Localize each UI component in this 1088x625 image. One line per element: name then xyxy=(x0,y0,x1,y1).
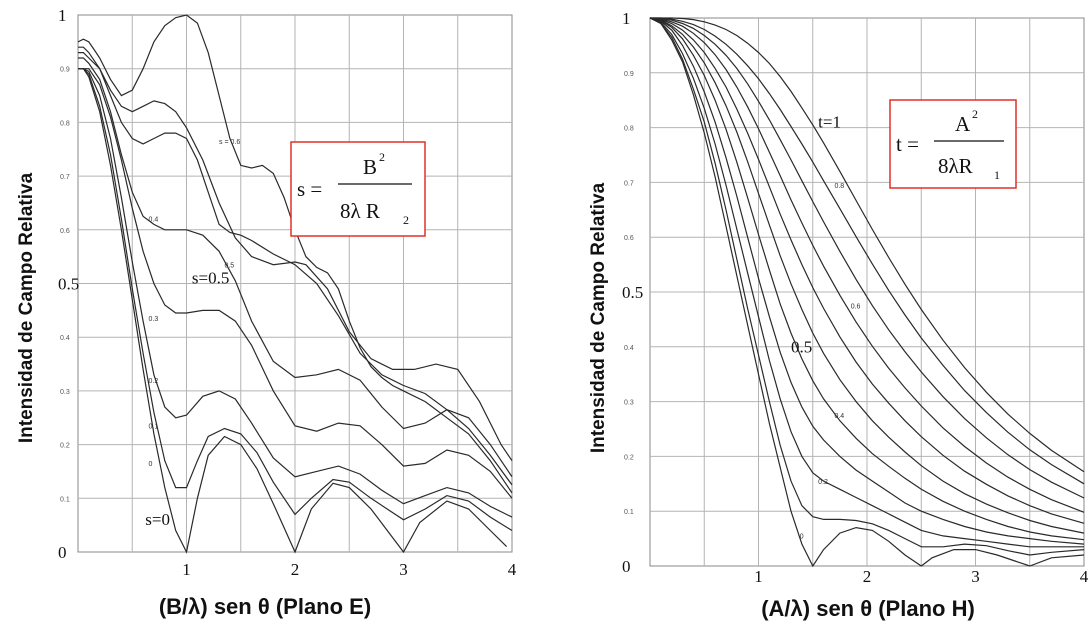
y-tick-label: 0.5 xyxy=(622,283,643,302)
series-label: 0.6 xyxy=(851,303,861,310)
series-label: 0.1 xyxy=(149,423,159,430)
series-line-0-6 xyxy=(649,17,1085,524)
x-axis-label-right: (A/λ) sen θ (Plano H) xyxy=(761,596,975,621)
x-tick-label: 1 xyxy=(754,567,763,586)
y-tick-label-small: 0.4 xyxy=(624,345,634,352)
formula-denominator-right: 8λR xyxy=(938,154,973,178)
formula-numerator-left: B xyxy=(363,155,377,179)
formula-lhs-right: t = xyxy=(896,132,919,156)
y-tick-label-small: 0.2 xyxy=(624,454,634,461)
chart-plano-h: 1 2 3 4 0 0.5 1 0.1 0.2 0.3 0.4 0.6 0.7 0.8 0.9 0 0.2 0.… xyxy=(588,9,1088,621)
annotations-right: t=1 0.5 xyxy=(791,113,841,357)
y-tick-label-small: 0.9 xyxy=(60,67,70,74)
y-tick-label-small: 0.8 xyxy=(624,126,634,133)
formula-denominator-left: 8λ R xyxy=(340,199,380,223)
annotation-label: s=0 xyxy=(145,510,170,529)
series-line-0-4 xyxy=(649,17,1085,541)
series-line-1 xyxy=(650,17,1085,473)
x-tick-label: 4 xyxy=(1080,567,1088,586)
series-line-0 xyxy=(78,68,508,554)
x-tick-label: 2 xyxy=(863,567,872,586)
x-tick-label: 2 xyxy=(291,560,300,579)
y-tick-label: 1 xyxy=(622,9,631,28)
series-line-0-8 xyxy=(649,17,1085,499)
y-tick-label-small: 0.8 xyxy=(60,120,70,127)
y-tick-label: 0.5 xyxy=(58,275,79,294)
annotation-label: s=0.5 xyxy=(192,269,229,288)
x-tick-label: 3 xyxy=(399,560,408,579)
annotation-label: t=1 xyxy=(818,113,841,132)
curves-left xyxy=(77,14,513,554)
series-line-0-5 xyxy=(649,17,1085,534)
series-label: 0.2 xyxy=(149,378,159,385)
formula-box-left: s = B 2 8λ R 2 xyxy=(290,141,426,237)
series-label: 0.3 xyxy=(149,316,159,323)
series-label: 0.4 xyxy=(834,413,844,420)
y-axis-label-right: Intensidad de Campo Relativa xyxy=(588,182,609,453)
series-line-0 xyxy=(649,17,1085,568)
formula-lhs-left: s = xyxy=(297,177,322,201)
series-label: 0.2 xyxy=(818,479,828,486)
series-line-top xyxy=(77,14,513,494)
annotation-label: 0.5 xyxy=(791,337,812,356)
series-label: 0.8 xyxy=(834,183,844,190)
series-line-0-6 xyxy=(78,46,513,486)
x-tick-label: 1 xyxy=(182,560,191,579)
formula-denominator-sub-left: 2 xyxy=(403,213,409,227)
y-tick-label-small: 0.1 xyxy=(624,509,634,516)
series-line-0-3 xyxy=(649,17,1085,545)
y-tick-label-small: 0.1 xyxy=(60,496,70,503)
y-tick-label-small: 0.6 xyxy=(624,235,634,242)
y-tick-label-small: 0.4 xyxy=(60,335,70,342)
formula-numerator-sup-left: 2 xyxy=(379,150,385,164)
series-line-0-2 xyxy=(649,17,1084,548)
series-line-0-4 xyxy=(78,57,513,478)
formula-numerator-right: A xyxy=(955,112,971,136)
y-tick-label-small: 0.2 xyxy=(60,443,70,450)
series-label: 0.5 xyxy=(224,262,234,269)
y-tick-label-small: 0.9 xyxy=(624,71,634,78)
y-axis-label-left: Intensidad de Campo Relativa xyxy=(16,172,37,443)
x-tick-label: 4 xyxy=(508,560,517,579)
chart-plano-e: 1 2 3 4 0 0.5 1 0.1 0.2 0.3 0.4 0.6 0.7 0.8 0.9 0 0.1 0.… xyxy=(16,6,517,619)
y-tick-label-small: 0.3 xyxy=(60,389,70,396)
y-tick-label: 1 xyxy=(58,6,67,25)
y-tick-label-small: 0.7 xyxy=(60,174,70,181)
y-tick-label-small: 0.6 xyxy=(60,228,70,235)
series-line-0-1 xyxy=(649,17,1085,556)
series-line-0-1 xyxy=(78,68,513,532)
annotations-left: s=0.5 s=0 xyxy=(145,269,229,530)
series-line-0-9 xyxy=(650,17,1085,485)
grid-left xyxy=(78,15,512,552)
y-tick-label-small: 0.7 xyxy=(624,180,634,187)
curve-labels-right: 0 0.2 0.4 0.6 0.8 xyxy=(800,183,861,541)
curves-right xyxy=(649,17,1085,568)
y-tick-label: 0 xyxy=(58,543,67,562)
series-label: 0.4 xyxy=(149,217,159,224)
formula-box-right: t = A 2 8λR 1 xyxy=(889,99,1017,189)
x-tick-label: 3 xyxy=(971,567,980,586)
series-line-0-3 xyxy=(78,68,513,499)
ticks-left: 1 2 3 4 0 0.5 1 0.1 0.2 0.3 0.4 0.6 0.7 0.8 0.9 xyxy=(58,6,517,579)
series-line-0-7 xyxy=(649,17,1085,513)
series-line-0-2 xyxy=(78,68,513,518)
series-line-0-5 xyxy=(78,52,513,462)
ticks-right: 1 2 3 4 0 0.5 1 0.1 0.2 0.3 0.4 0.6 0.7 0.8 0.9 xyxy=(622,9,1088,586)
series-label: 0 xyxy=(149,461,153,468)
formula-denominator-sub-right: 1 xyxy=(994,168,1000,182)
y-tick-label-small: 0.3 xyxy=(624,400,634,407)
curve-labels-left: 0 0.1 0.2 0.3 0.4 0.5 s = 0.6 xyxy=(149,139,241,468)
y-tick-label: 0 xyxy=(622,557,631,576)
x-axis-label-left: (B/λ) sen θ (Plano E) xyxy=(159,594,371,619)
series-label: s = 0.6 xyxy=(219,139,240,146)
formula-numerator-sup-right: 2 xyxy=(972,107,978,121)
series-label: 0 xyxy=(800,534,804,541)
